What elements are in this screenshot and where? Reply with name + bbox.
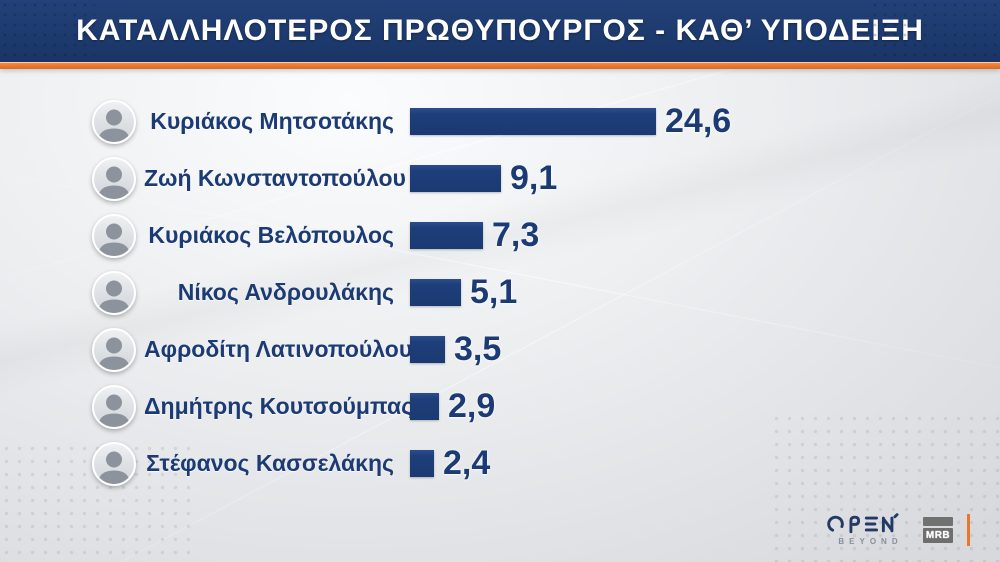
candidate-photo: [92, 270, 136, 315]
candidate-name: Δημήτρης Κουτσούμπας: [144, 393, 414, 419]
bar-value-label: 9,1: [510, 159, 558, 197]
person-silhouette-icon: [98, 451, 130, 484]
open-channel-logo: BEYOND: [827, 513, 909, 546]
page-title: ΚΑΤΑΛΛΗΛΟΤΕΡΟΣ ΠΡΩΘΥΠΟΥΡΓΟΣ - ΚΑΘ’ ΥΠΟΔΕ…: [76, 14, 924, 47]
candidate-photo: [92, 327, 136, 372]
chart-row: Νίκος Ανδρουλάκης 5,1: [0, 264, 1000, 321]
bar-value-label: 2,4: [443, 444, 491, 482]
candidate-name: Ζωή Κωνσταντοπούλου: [144, 165, 406, 191]
bar-segment: [410, 279, 461, 306]
chart-row: Στέφανος Κασσελάκης 2,4: [0, 435, 1000, 492]
chart-row: Δημήτρης Κουτσούμπας 2,9: [0, 378, 1000, 435]
candidate-name: Κυριάκος Μητσοτάκης: [150, 108, 394, 134]
candidate-photo: [92, 156, 136, 201]
person-silhouette-icon: [98, 280, 130, 313]
bar-chart: Κυριάκος Μητσοτάκης 24,6 Ζωή Κωνσταντοπο…: [0, 93, 1000, 492]
title-bar: ΚΑΤΑΛΛΗΛΟΤΕΡΟΣ ΠΡΩΘΥΠΟΥΡΓΟΣ - ΚΑΘ’ ΥΠΟΔΕ…: [0, 0, 1000, 62]
person-silhouette-icon: [98, 223, 130, 256]
bar-value-label: 24,6: [665, 102, 732, 140]
chart-row: Ζωή Κωνσταντοπούλου 9,1: [0, 150, 1000, 207]
bar-segment: [410, 393, 439, 420]
mrb-logo: MRB: [923, 516, 953, 543]
orange-divider-line: [967, 513, 970, 546]
person-silhouette-icon: [98, 337, 130, 370]
candidate-photo: [92, 384, 136, 429]
bar-value-label: 7,3: [492, 216, 540, 254]
chart-row: Κυριάκος Μητσοτάκης 24,6: [0, 93, 1000, 150]
candidate-name: Στέφανος Κασσελάκης: [146, 450, 394, 476]
person-silhouette-icon: [98, 109, 130, 142]
bar-value-label: 5,1: [470, 273, 518, 311]
bar-value-label: 3,5: [454, 330, 502, 368]
chart-row: Αφροδίτη Λατινοπούλου 3,5: [0, 321, 1000, 378]
open-logo-letters: [827, 513, 899, 534]
bar-segment: [410, 165, 501, 192]
candidate-photo: [92, 99, 136, 144]
mrb-logo-label: MRB: [923, 527, 953, 543]
bar-segment: [410, 336, 445, 363]
bar-segment: [410, 450, 434, 477]
candidate-name: Κυριάκος Βελόπουλος: [148, 222, 394, 248]
candidate-photo: [92, 213, 136, 258]
candidate-name: Αφροδίτη Λατινοπούλου: [144, 336, 413, 362]
bar-segment: [410, 222, 483, 249]
bar-value-label: 2,9: [448, 387, 496, 425]
footer-logos: BEYOND MRB: [827, 513, 970, 546]
person-silhouette-icon: [98, 394, 130, 427]
chart-row: Κυριάκος Βελόπουλος 7,3: [0, 207, 1000, 264]
bar-segment: [410, 108, 656, 135]
candidate-photo: [92, 441, 136, 486]
orange-accent-bar: [0, 62, 1000, 69]
open-beyond-label: BEYOND: [838, 537, 903, 546]
candidate-name: Νίκος Ανδρουλάκης: [177, 279, 394, 305]
person-silhouette-icon: [98, 166, 130, 199]
mrb-logo-block: [923, 516, 953, 526]
